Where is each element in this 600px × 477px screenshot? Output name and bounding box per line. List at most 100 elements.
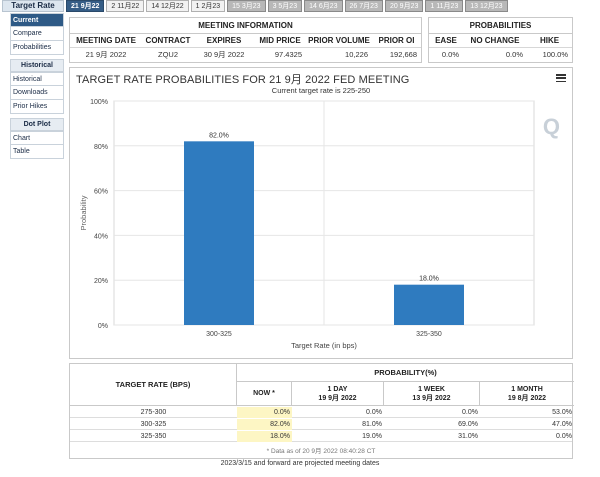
sidebar: Current Compare Probabilities Historical…: [10, 13, 64, 473]
row-1week: 0.0%: [462, 409, 478, 416]
chart-panel: TARGET RATE PROBABILITIES FOR 21 9月 2022…: [69, 67, 573, 359]
value-contract: ZQU2: [157, 50, 178, 59]
meeting-date-tab[interactable]: 14 6月23: [304, 0, 343, 12]
sidebar-item-downloads[interactable]: Downloads: [10, 86, 64, 100]
bar-value-label: 82.0%: [209, 132, 229, 139]
quikstrike-logo-icon: Q: [542, 114, 560, 139]
row-now: 18.0%: [237, 431, 292, 442]
header-no-change: NO CHANGE: [463, 34, 527, 48]
meeting-date-tab[interactable]: 3 5月23: [267, 0, 303, 12]
x-axis-title: Target Rate (in bps): [291, 341, 357, 350]
row-1month: 47.0%: [552, 421, 572, 428]
bar-value-label: 18.0%: [419, 276, 439, 283]
value-prior-volume: 10,226: [345, 50, 368, 59]
row-now: 0.0%: [237, 407, 292, 418]
meeting-date-tab[interactable]: 20 9月23: [384, 0, 424, 12]
header-prior-volume: PRIOR VOLUME: [306, 34, 372, 48]
probabilities-grid: EASE NO CHANGE HIKE 0.0% 0.0% 100.0%: [429, 34, 572, 61]
data-as-of-note: * Data as of 20 9月 2022 08:40:28 CT: [266, 448, 376, 455]
y-axis-title: Probability: [79, 195, 88, 230]
x-tick-label: 325-350: [416, 331, 442, 338]
sidebar-item-chart[interactable]: Chart: [10, 131, 64, 145]
bar: [394, 284, 464, 325]
sidebar-head-historical: Historical: [10, 59, 64, 72]
meeting-info-title: MEETING INFORMATION: [70, 18, 421, 34]
row-1day: 0.0%: [366, 409, 382, 416]
row-rate: 325-350: [140, 433, 167, 440]
y-tick-label: 40%: [94, 233, 108, 240]
sidebar-item-current[interactable]: Current: [10, 13, 64, 27]
value-meeting-date: 21 9月 2022: [85, 50, 127, 59]
probabilities-title: PROBABILITIES: [429, 18, 572, 34]
bar-chart: 0% 20% 40% 60% 80% 100% 82.0% 300-325 18.0% 325-3…: [79, 99, 535, 350]
sidebar-item-table[interactable]: Table: [10, 145, 64, 159]
col-1day-label: 1 DAY: [327, 386, 348, 393]
meeting-date-tabs: 21 9月22 2 11月22 14 12月22 1 2月23 15 3月23 3 5月2…: [66, 0, 510, 12]
row-1month: 53.0%: [552, 409, 572, 416]
row-rate: 300-325: [140, 421, 167, 428]
y-tick-label: 60%: [94, 189, 108, 196]
col-now-header: NOW *: [237, 382, 292, 406]
sidebar-item-probabilities[interactable]: Probabilities: [10, 41, 64, 55]
col-1week-label: 1 WEEK: [418, 386, 445, 393]
row-1week: 31.0%: [458, 433, 478, 440]
meeting-date-tab[interactable]: 21 9月22: [66, 0, 105, 12]
meeting-date-tab[interactable]: 15 3月23: [227, 0, 266, 12]
header-hike: HIKE: [527, 34, 572, 48]
row-1week: 69.0%: [458, 421, 478, 428]
chart-title: TARGET RATE PROBABILITIES FOR 21 9月 2022…: [76, 74, 410, 86]
meeting-info-grid: MEETING DATE CONTRACT EXPIRES MID PRICE …: [70, 34, 421, 61]
y-tick-label: 80%: [94, 144, 108, 151]
meeting-date-tab[interactable]: 14 12月22: [146, 0, 189, 12]
header-meeting-date: MEETING DATE: [70, 34, 142, 48]
table-row: 300-325 82.0% 81.0% 69.0% 47.0%: [70, 419, 572, 430]
header-contract: CONTRACT: [142, 34, 194, 48]
projected-dates-note: 2023/3/15 and forward are projected meet…: [220, 460, 380, 467]
row-now: 82.0%: [237, 419, 292, 430]
row-1day: 19.0%: [362, 433, 382, 440]
value-prior-oi: 192,668: [389, 50, 417, 59]
hamburger-menu-icon[interactable]: [556, 74, 566, 83]
target-rate-header-cell: TARGET RATE (BPS): [70, 364, 237, 406]
col-1month-header: 1 MONTH 19 8月 2022: [480, 382, 574, 406]
header-expires: EXPIRES: [194, 34, 254, 48]
top-tab-bar: Target Rate 21 9月22 2 11月22 14 12月22 1 2月23…: [0, 0, 600, 13]
col-1month-date: 19 8月 2022: [507, 395, 547, 402]
col-1day-date: 19 9月 2022: [318, 395, 357, 402]
target-rate-tab[interactable]: Target Rate: [2, 0, 64, 12]
meeting-date-tab[interactable]: 13 12月23: [465, 0, 508, 12]
value-ease: 0.0%: [441, 50, 459, 59]
x-tick-label: 300-325: [206, 331, 232, 338]
col-1month-label: 1 MONTH: [511, 386, 543, 393]
meeting-date-tab[interactable]: 2 11月22: [106, 0, 145, 12]
value-expires: 30 9月 2022: [203, 50, 245, 59]
col-1week-date: 13 9月 2022: [412, 395, 451, 402]
header-prior-oi: PRIOR OI: [372, 34, 421, 48]
y-tick-label: 100%: [90, 99, 108, 106]
row-1month: 0.0%: [556, 433, 572, 440]
sidebar-head-dot-plot: Dot Plot: [10, 118, 64, 131]
value-no-change: 0.0%: [505, 50, 523, 59]
meeting-date-tab[interactable]: 1 2月23: [190, 0, 226, 12]
sidebar-item-prior-hikes[interactable]: Prior Hikes: [10, 100, 64, 114]
chart-subtitle: Current target rate is 225-250: [271, 86, 371, 95]
value-hike: 100.0%: [542, 50, 568, 59]
col-1day-header: 1 DAY 19 9月 2022: [292, 382, 384, 406]
row-rate: 275-300: [140, 409, 167, 416]
y-tick-label: 20%: [94, 278, 108, 285]
bar: [184, 141, 254, 325]
header-mid-price: MID PRICE: [254, 34, 306, 48]
row-1day: 81.0%: [362, 421, 382, 428]
col-1week-header: 1 WEEK 13 9月 2022: [384, 382, 480, 406]
meeting-date-tab[interactable]: 26 7月23: [344, 0, 383, 12]
value-mid-price: 97.4325: [274, 50, 302, 59]
probabilities-panel: PROBABILITIES EASE NO CHANGE HIKE 0.0% 0…: [428, 17, 573, 63]
meeting-info-panel: MEETING INFORMATION MEETING DATE CONTRAC…: [69, 17, 422, 63]
meeting-date-tab[interactable]: 1 11月23: [425, 0, 464, 12]
y-tick-label: 0%: [98, 323, 108, 330]
sidebar-item-historical[interactable]: Historical: [10, 72, 64, 86]
header-ease: EASE: [429, 34, 463, 48]
table-row: 325-350 18.0% 19.0% 31.0% 0.0%: [70, 431, 572, 442]
sidebar-item-compare[interactable]: Compare: [10, 27, 64, 41]
table-row: 275-300 0.0% 0.0% 0.0% 53.0%: [70, 407, 572, 418]
